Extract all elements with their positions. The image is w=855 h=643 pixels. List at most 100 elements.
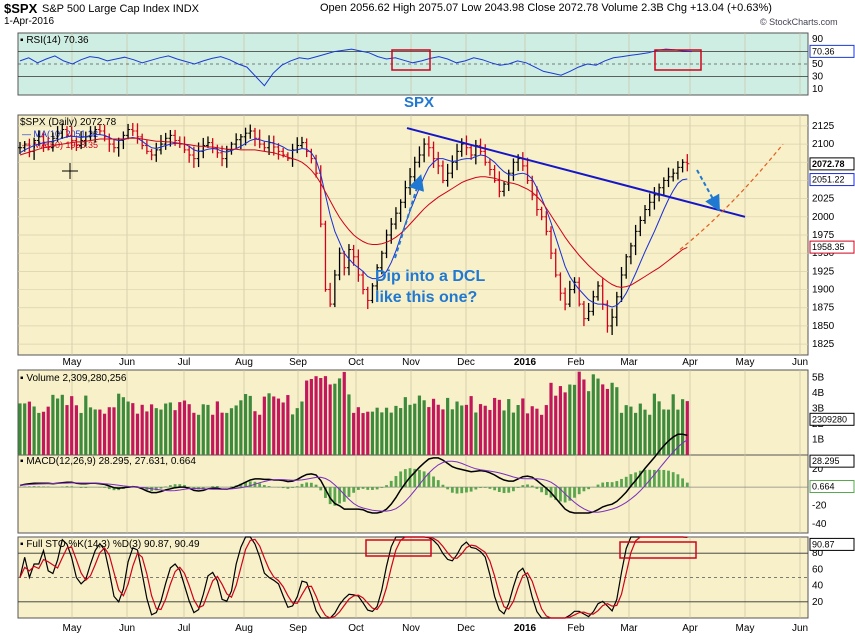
volume-bar bbox=[384, 407, 389, 455]
macd-histogram-bar bbox=[159, 487, 163, 489]
volume-bar bbox=[18, 403, 22, 455]
volume-bar bbox=[394, 405, 398, 455]
macd-histogram-bar bbox=[399, 471, 403, 488]
macd-histogram-bar bbox=[300, 483, 304, 488]
macd-histogram-bar bbox=[201, 487, 205, 489]
volume-bar bbox=[41, 411, 46, 455]
macd-histogram-bar bbox=[657, 469, 661, 488]
volume-bar bbox=[168, 402, 172, 455]
macd-histogram-bar bbox=[154, 487, 158, 491]
volume-bar bbox=[342, 371, 346, 455]
volume-bar bbox=[375, 407, 379, 455]
macd-histogram-bar bbox=[333, 487, 337, 506]
volume-bar bbox=[107, 407, 111, 455]
macd-histogram-bar bbox=[432, 476, 435, 488]
macd-histogram-bar bbox=[671, 472, 675, 488]
ma10-line bbox=[19, 134, 688, 308]
macd-histogram-bar bbox=[347, 487, 351, 497]
price-tick: 1825 bbox=[812, 339, 835, 350]
annotation-text: like this one? bbox=[375, 289, 477, 306]
macd-histogram-bar bbox=[516, 487, 520, 488]
rsi-tick: 50 bbox=[812, 59, 824, 70]
macd-histogram-bar bbox=[403, 469, 407, 488]
macd-histogram-bar bbox=[65, 486, 69, 488]
volume-bar bbox=[455, 401, 459, 455]
macd-histogram-bar bbox=[460, 487, 464, 494]
volume-bar bbox=[262, 396, 266, 455]
macd-signal-line bbox=[19, 439, 688, 513]
macd-histogram-bar bbox=[493, 487, 497, 491]
ohlc-summary: Open 2056.62 High 2075.07 Low 2043.98 Cl… bbox=[320, 2, 772, 14]
sto-k-line bbox=[19, 536, 688, 619]
macd-histogram-bar bbox=[577, 487, 581, 495]
month-label-bottom: Jun bbox=[119, 623, 135, 634]
volume-bar bbox=[253, 411, 257, 455]
month-label-bottom: May bbox=[736, 623, 755, 634]
volume-bar bbox=[464, 404, 469, 455]
month-label: Sep bbox=[289, 357, 307, 368]
volume-bar bbox=[27, 401, 31, 455]
volume-bar bbox=[634, 412, 638, 455]
index-name: S&P 500 Large Cap Index INDX bbox=[42, 3, 199, 15]
volume-bar bbox=[37, 412, 41, 455]
macd-histogram-bar bbox=[629, 474, 633, 488]
macd-histogram-bar bbox=[483, 487, 487, 488]
volume-bar bbox=[337, 378, 342, 455]
macd-histogram-bar bbox=[168, 485, 172, 488]
macd-histogram-bar bbox=[173, 484, 177, 488]
volume-bar bbox=[32, 406, 36, 455]
volume-bar bbox=[272, 396, 276, 455]
macd-histogram-bar bbox=[286, 487, 290, 489]
volume-bar bbox=[370, 411, 375, 455]
volume-bar bbox=[229, 408, 234, 455]
macd-histogram-bar bbox=[84, 487, 88, 488]
chart-date: 1-Apr-2016 bbox=[4, 16, 55, 27]
volume-bar bbox=[460, 405, 464, 455]
macd-histogram-bar bbox=[601, 482, 605, 488]
month-label-bottom: Nov bbox=[402, 623, 420, 634]
rsi-line bbox=[19, 48, 693, 87]
month-label: May bbox=[63, 357, 82, 368]
macd-histogram-bar bbox=[573, 487, 576, 498]
month-label: Mar bbox=[620, 357, 638, 368]
macd-histogram-bar bbox=[183, 484, 186, 488]
volume-tick: 1B bbox=[812, 435, 825, 446]
price-last-box bbox=[809, 173, 855, 187]
macd-histogram-bar bbox=[46, 486, 50, 488]
volume-bar bbox=[441, 409, 445, 455]
macd-histogram-bar bbox=[112, 487, 116, 491]
macd-histogram-bar bbox=[685, 482, 689, 488]
volume-bar bbox=[333, 383, 337, 455]
sto-highlight-box bbox=[619, 541, 697, 559]
price-tick: 2125 bbox=[812, 121, 835, 132]
volume-bar bbox=[276, 398, 281, 455]
macd-histogram-bar bbox=[305, 482, 309, 488]
volume-bar bbox=[79, 412, 83, 455]
price-tick: 1950 bbox=[812, 248, 835, 259]
macd-histogram-bar bbox=[662, 469, 666, 488]
volume-bar bbox=[23, 403, 27, 455]
volume-bar bbox=[211, 414, 215, 455]
volume-bar bbox=[206, 404, 210, 455]
volume-bar bbox=[182, 400, 187, 455]
volume-bar bbox=[187, 404, 191, 455]
volume-bar bbox=[60, 394, 64, 455]
volume-bar bbox=[140, 404, 144, 455]
macd-histogram-bar bbox=[568, 487, 572, 501]
volume-bar bbox=[51, 394, 55, 455]
volume-bar bbox=[643, 409, 647, 455]
macd-tick: -20 bbox=[812, 500, 827, 511]
volume-bar bbox=[450, 409, 454, 455]
volume-legend: ▪ Volume 2,309,280,256 bbox=[20, 373, 127, 384]
macd-histogram-bar bbox=[371, 487, 374, 490]
volume-bar bbox=[478, 404, 483, 455]
month-label-bottom: Dec bbox=[457, 623, 475, 634]
macd-histogram-bar bbox=[79, 487, 83, 488]
macd-histogram-bar bbox=[103, 487, 106, 488]
volume-bar bbox=[413, 403, 417, 455]
macd-histogram-bar bbox=[291, 487, 294, 488]
volume-bar bbox=[215, 401, 219, 455]
macd-histogram-bar bbox=[530, 485, 534, 488]
macd-histogram-bar bbox=[624, 476, 628, 488]
